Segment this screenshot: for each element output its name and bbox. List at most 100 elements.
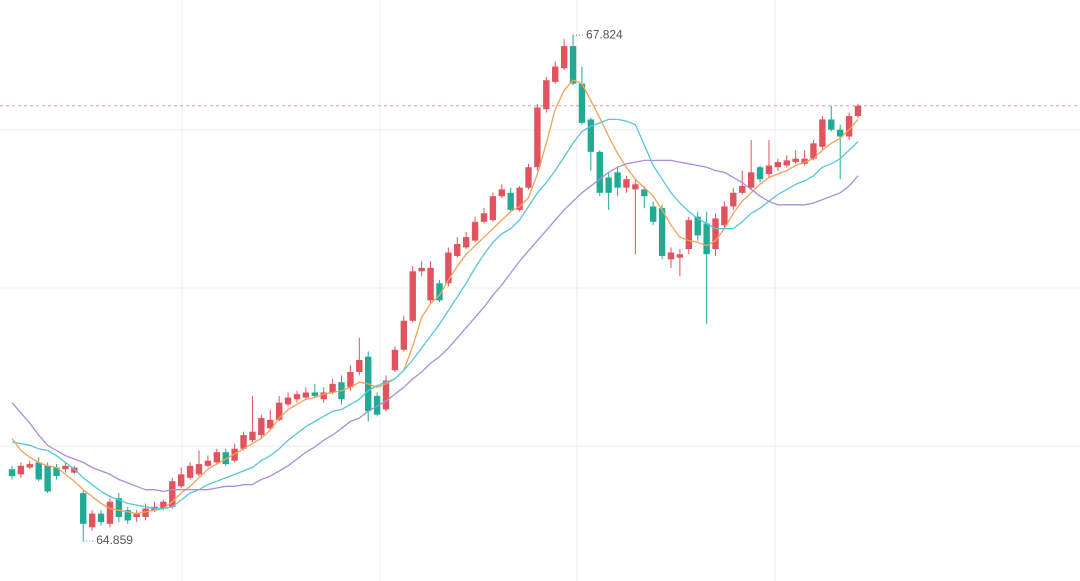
extreme-label: 67.824	[586, 27, 623, 41]
candle-body	[560, 46, 568, 69]
candle-body	[534, 107, 541, 168]
candle-body	[730, 192, 737, 207]
candle-body	[293, 394, 301, 400]
candle-body	[204, 460, 212, 466]
candle-body	[471, 221, 479, 241]
candle-body	[739, 185, 746, 193]
candle-body	[587, 119, 595, 152]
candle-body	[854, 105, 862, 117]
candle-body	[605, 177, 612, 193]
candle-body	[106, 501, 114, 524]
candle-body	[756, 167, 764, 180]
candle-body	[26, 464, 34, 468]
candle-body	[320, 392, 327, 400]
moving-average-line	[11, 118, 859, 510]
candle-body	[409, 271, 416, 321]
candle-body	[578, 83, 586, 123]
candle-body	[427, 267, 434, 301]
candle-body	[124, 510, 131, 521]
candle-body	[302, 392, 310, 398]
candle-body	[169, 481, 176, 507]
candle-body	[462, 237, 470, 248]
candle-body	[712, 218, 719, 250]
candle-body	[391, 349, 399, 371]
moving-average-line	[11, 79, 859, 515]
candle-body	[525, 167, 532, 188]
candle-body	[694, 216, 701, 236]
candle-body	[400, 320, 408, 350]
candle-body	[480, 213, 488, 222]
candle-body	[329, 383, 336, 393]
candle-body	[552, 66, 559, 82]
candle-body	[507, 192, 514, 210]
candle-body	[311, 392, 318, 396]
candle-body	[632, 184, 639, 190]
candle-body	[17, 465, 25, 475]
candle-body	[80, 493, 87, 524]
candle-body	[178, 474, 185, 487]
candle-body	[8, 469, 16, 477]
candle-body	[231, 448, 238, 461]
candle-body	[836, 129, 844, 137]
candle-body	[133, 513, 140, 518]
candle-body	[543, 80, 550, 110]
candle-body	[373, 395, 381, 415]
candle-body	[436, 283, 443, 301]
candle-body	[195, 464, 203, 475]
candle-body	[222, 452, 229, 465]
candle-body	[721, 206, 728, 226]
candle-body	[641, 189, 648, 197]
candle-body	[115, 498, 123, 518]
candle-body	[418, 267, 425, 272]
candle-body	[44, 465, 51, 492]
candle-body	[649, 206, 657, 222]
candle-body	[596, 151, 603, 193]
candle-body	[498, 189, 505, 197]
candle-body	[828, 119, 835, 130]
extreme-label: 64.859	[96, 533, 133, 547]
candle-body	[676, 254, 684, 258]
candle-body	[569, 46, 577, 84]
candle-body	[489, 196, 497, 221]
candle-body	[284, 397, 292, 405]
candle-body	[614, 172, 621, 188]
candle-body	[160, 501, 167, 509]
candle-body	[685, 220, 692, 250]
candle-body	[765, 165, 773, 175]
candle-body	[249, 431, 256, 441]
candle-body	[347, 371, 354, 388]
candle-body	[62, 465, 69, 470]
candle-body	[667, 252, 675, 260]
candle-body	[792, 158, 799, 163]
candle-body	[186, 465, 194, 478]
candle-body	[445, 252, 452, 284]
candle-body	[213, 452, 221, 463]
candle-body	[142, 508, 149, 518]
candle-body	[240, 435, 247, 449]
candle-body	[658, 208, 666, 256]
candle-body	[258, 418, 265, 436]
candle-body	[53, 467, 60, 477]
candle-body	[454, 244, 461, 256]
candle-body	[774, 162, 782, 168]
candle-body	[382, 380, 390, 410]
candle-body	[819, 119, 826, 147]
candle-body	[703, 223, 710, 255]
candle-body	[801, 158, 808, 164]
candle-body	[97, 513, 105, 523]
candle-body	[783, 160, 790, 166]
candle-body	[88, 513, 96, 528]
candle-body	[845, 116, 853, 137]
candle-body	[275, 402, 283, 420]
candle-body	[356, 360, 363, 372]
candle-body	[516, 187, 523, 210]
candle-body	[35, 462, 42, 480]
candle-body	[747, 172, 755, 188]
candle-body	[623, 179, 630, 188]
candle-body	[810, 143, 817, 159]
moving-average-line	[11, 159, 859, 493]
candle-body	[267, 419, 274, 429]
